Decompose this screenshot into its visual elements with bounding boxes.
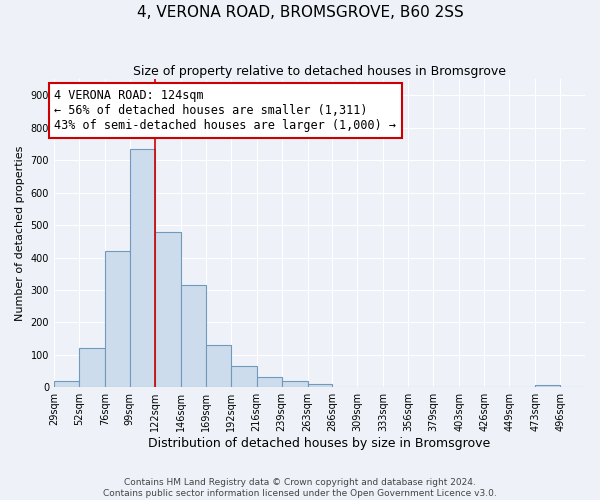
Bar [79,348,105,387]
Bar [105,251,130,387]
Bar [206,345,230,387]
Title: Size of property relative to detached houses in Bromsgrove: Size of property relative to detached ho… [133,65,506,78]
Bar [181,285,206,387]
Bar [535,384,560,387]
Bar [230,366,257,387]
Text: 4 VERONA ROAD: 124sqm
← 56% of detached houses are smaller (1,311)
43% of semi-d: 4 VERONA ROAD: 124sqm ← 56% of detached … [55,89,397,132]
Bar [155,232,181,387]
Bar [281,380,308,387]
Text: Contains HM Land Registry data © Crown copyright and database right 2024.
Contai: Contains HM Land Registry data © Crown c… [103,478,497,498]
Bar [130,149,155,387]
Text: 4, VERONA ROAD, BROMSGROVE, B60 2SS: 4, VERONA ROAD, BROMSGROVE, B60 2SS [137,5,463,20]
X-axis label: Distribution of detached houses by size in Bromsgrove: Distribution of detached houses by size … [148,437,491,450]
Y-axis label: Number of detached properties: Number of detached properties [15,146,25,321]
Bar [54,380,79,387]
Bar [308,384,332,387]
Bar [257,378,281,387]
